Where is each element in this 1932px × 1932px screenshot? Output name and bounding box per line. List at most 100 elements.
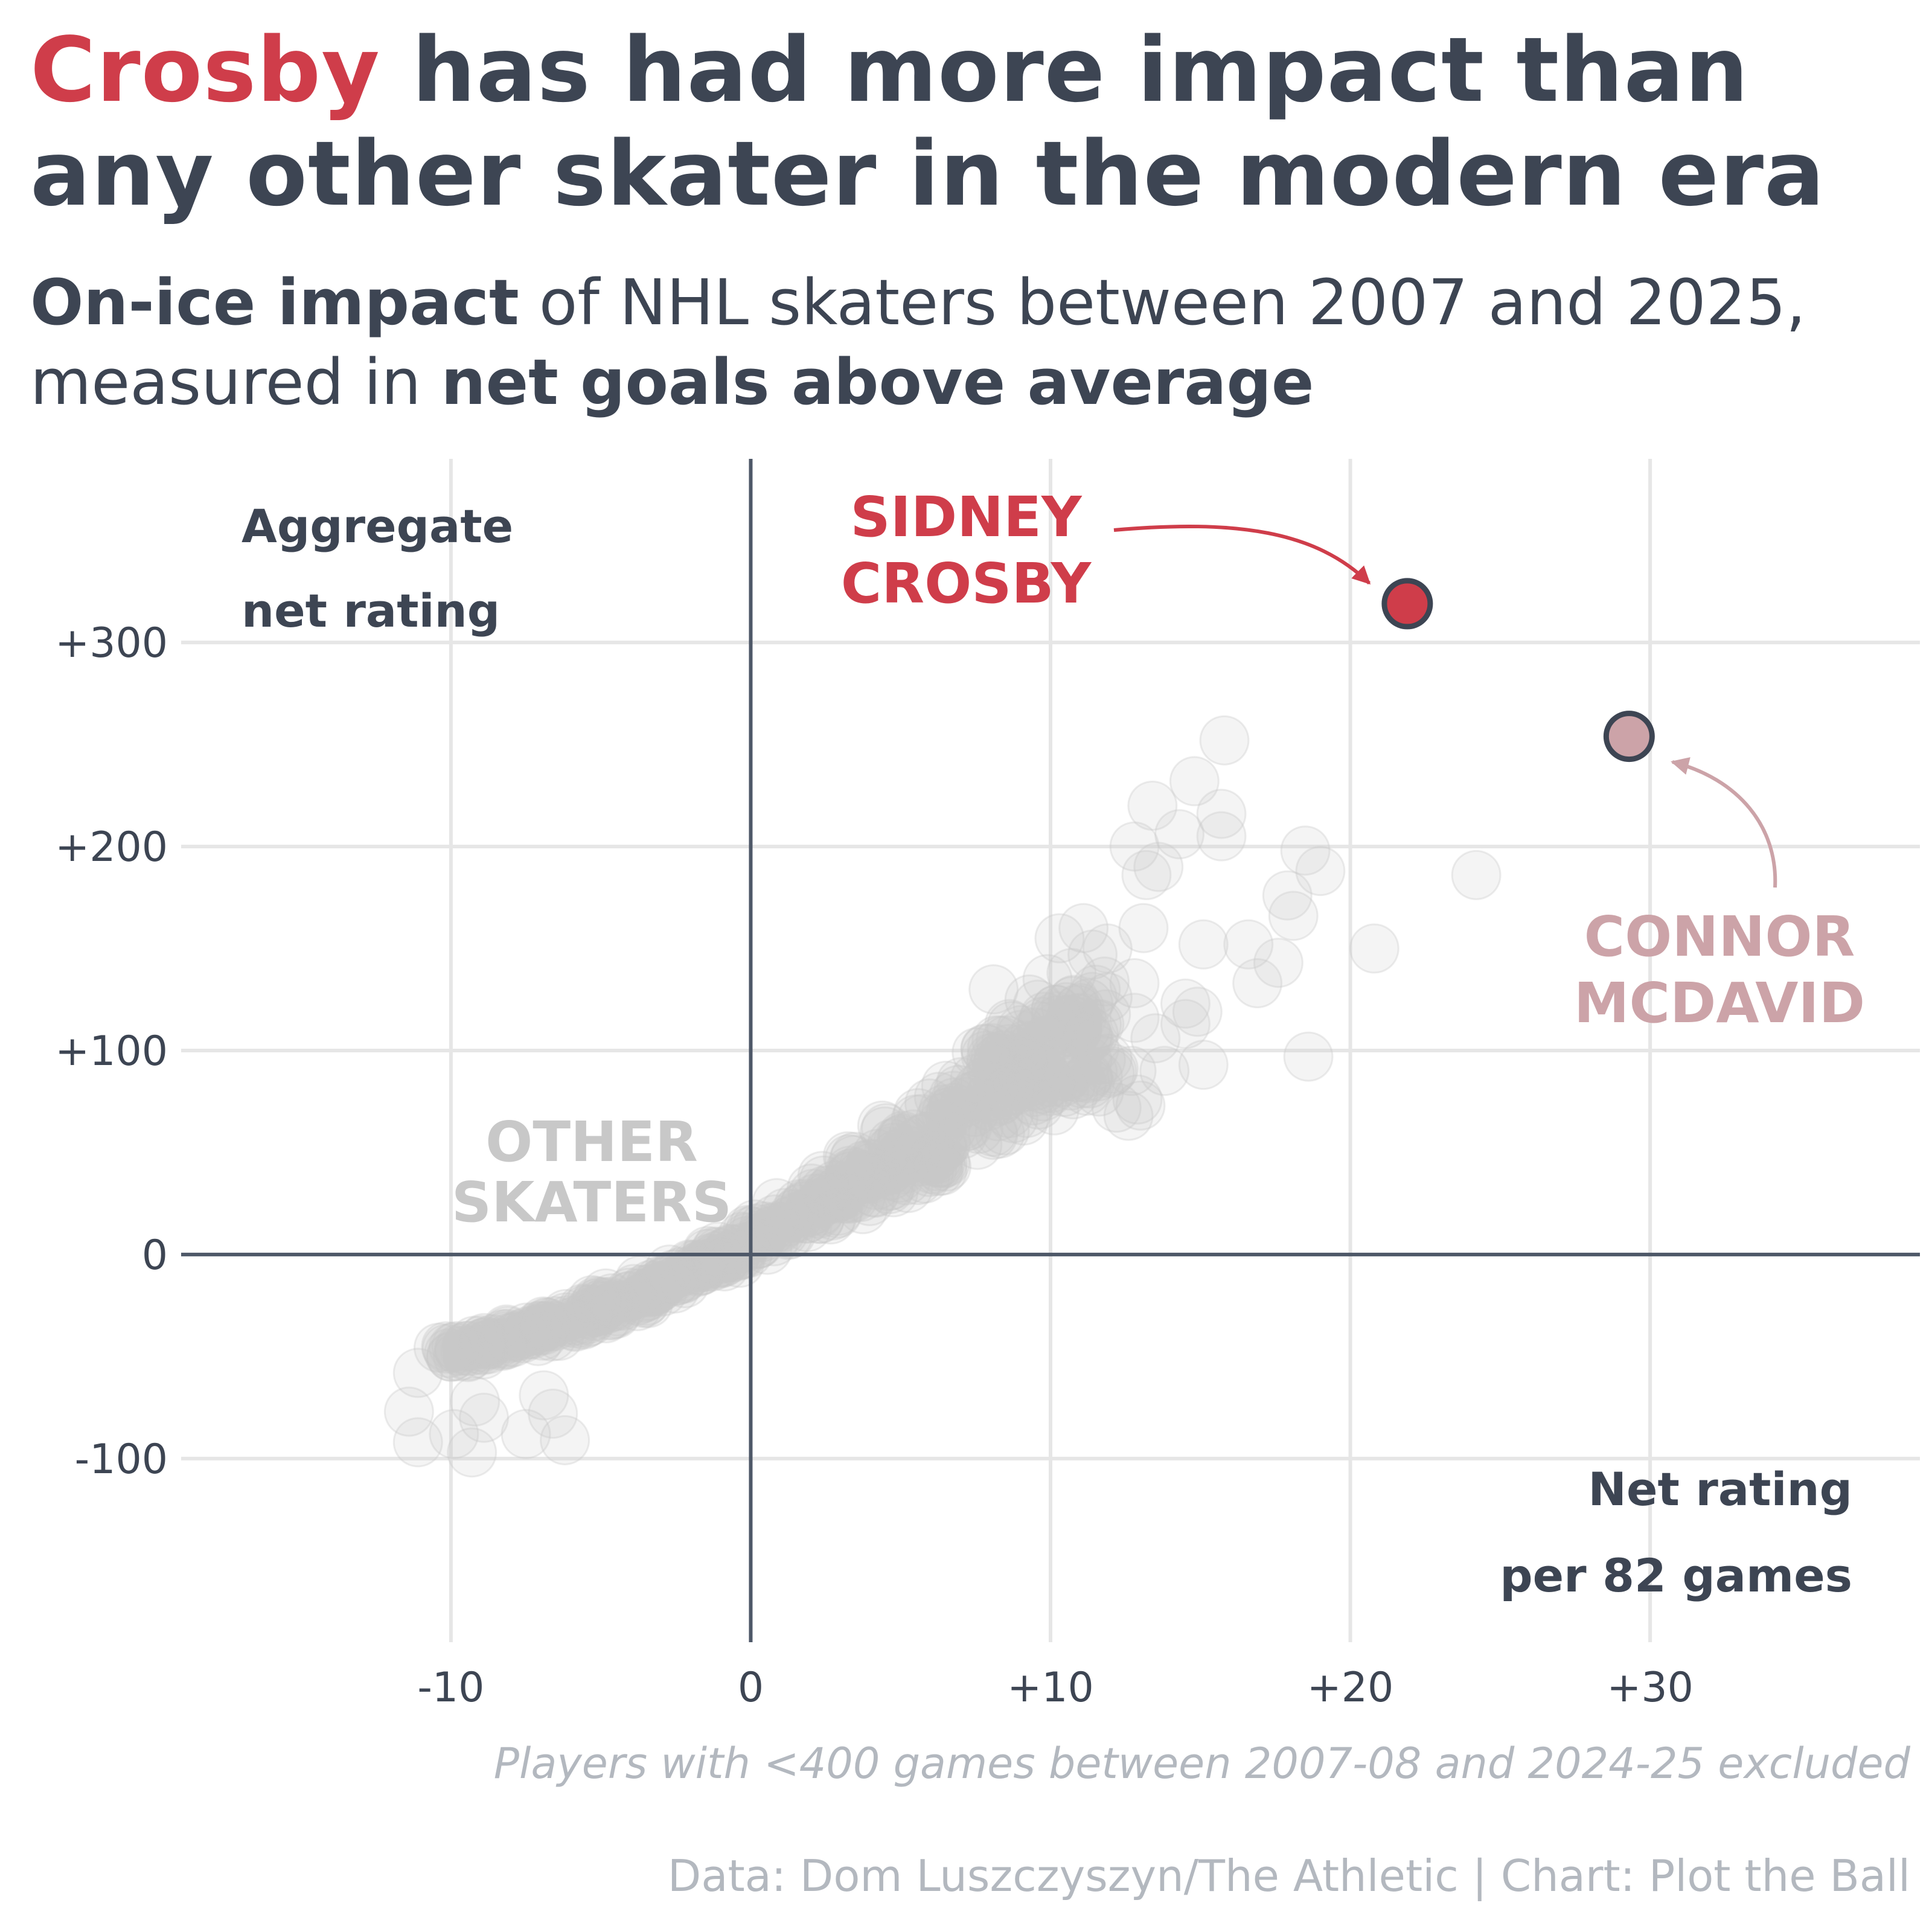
other-skater-point (973, 1033, 1024, 1084)
other-skater-point (830, 1131, 881, 1182)
other-skater-point (990, 1065, 1040, 1116)
other-skater-point (977, 1030, 1028, 1081)
other-skater-point (847, 1139, 898, 1190)
other-skater-point (1082, 923, 1133, 974)
other-skater-point (432, 1331, 483, 1382)
other-skater-point (697, 1233, 748, 1284)
other-skater-point (936, 1100, 987, 1151)
other-skater-point (693, 1221, 744, 1272)
other-skater-point (997, 1037, 1048, 1088)
other-skater-point (1026, 1063, 1077, 1113)
other-skater-point (383, 1386, 434, 1437)
gridlines (181, 459, 1920, 1642)
zero-axes (181, 459, 1920, 1642)
other-skater-point (513, 1306, 563, 1357)
subtitle-bold-1: On-ice impact (30, 266, 519, 339)
other-skater-point (1084, 1048, 1135, 1098)
other-skater-point (1025, 1066, 1075, 1116)
other-skater-point (598, 1280, 648, 1331)
other-skater-point (947, 1071, 997, 1122)
other-skater-point (1012, 1041, 1063, 1092)
other-skater-point (955, 1068, 1005, 1119)
other-skater-point (568, 1285, 619, 1335)
other-skater-point (530, 1296, 581, 1346)
other-skater-point (502, 1309, 553, 1360)
other-skater-point (629, 1265, 680, 1316)
other-skater-point (579, 1277, 630, 1328)
other-skater-point (589, 1279, 640, 1329)
other-skater-point (988, 1093, 1038, 1144)
other-skater-point (999, 1037, 1049, 1088)
other-skater-point (1109, 821, 1160, 872)
other-skater-point (949, 1087, 1000, 1137)
other-skater-point (1109, 958, 1160, 1008)
other-skater-point (659, 1258, 710, 1308)
other-skater-point (566, 1284, 616, 1334)
other-skater-point (813, 1186, 863, 1236)
x-tick-label: +10 (1007, 1664, 1094, 1712)
other-skater-point (625, 1259, 676, 1310)
other-skater-point (758, 1207, 809, 1258)
other-skater-point (1223, 919, 1274, 970)
other-skater-point (693, 1227, 743, 1278)
other-skater-point (1045, 994, 1096, 1045)
other-skater-point (586, 1273, 637, 1323)
other-skater-point (950, 1054, 1000, 1104)
other-skater-point (638, 1257, 688, 1308)
other-skater-point (685, 1233, 736, 1284)
other-skater-point (795, 1194, 845, 1244)
other-skater-point (1049, 1009, 1100, 1060)
other-skater-point (1051, 1039, 1102, 1090)
other-skater-point (677, 1239, 728, 1290)
others-label-line-2: SKATERS (452, 1170, 732, 1235)
mcdavid-label-line-1: CONNOR (1584, 904, 1855, 969)
other-skater-point (705, 1223, 756, 1274)
other-skater-point (618, 1264, 668, 1315)
other-skater-point (984, 999, 1035, 1049)
other-skater-point (421, 1321, 472, 1372)
other-skater-point (918, 1117, 968, 1168)
other-skater-point (1115, 1080, 1166, 1131)
other-skater-point (904, 1078, 955, 1129)
other-skater-point (744, 1203, 795, 1253)
other-skater-point (844, 1152, 895, 1203)
other-skater-point (909, 1131, 960, 1182)
other-skater-point (907, 1144, 958, 1195)
other-skater-point (584, 1276, 635, 1327)
crosby-label-line-1: SIDNEY (850, 485, 1083, 549)
other-skater-point (960, 1023, 1011, 1074)
other-skater-point (1001, 1061, 1052, 1112)
other-skater-point (632, 1260, 683, 1311)
other-skater-point (562, 1288, 613, 1339)
other-skater-point (782, 1202, 833, 1253)
other-skater-point (913, 1072, 964, 1122)
other-skater-point (772, 1192, 822, 1243)
other-skater-point (929, 1077, 979, 1128)
other-skater-point (482, 1306, 533, 1357)
other-skater-point (558, 1299, 609, 1350)
other-skater-point (522, 1297, 573, 1348)
other-skater-point (1052, 997, 1103, 1048)
other-skater-point (621, 1276, 671, 1326)
other-skater-point (763, 1209, 814, 1260)
other-skater-point (810, 1173, 860, 1224)
other-skater-point (1074, 999, 1125, 1049)
other-skater-point (1169, 756, 1220, 807)
other-skater-point (697, 1237, 747, 1288)
other-skater-point (1019, 991, 1070, 1042)
other-skater-point (641, 1256, 691, 1307)
other-skater-point (1016, 1050, 1067, 1101)
other-skater-point (431, 1321, 482, 1372)
other-skater-point (980, 1070, 1031, 1121)
other-skater-point (980, 1054, 1031, 1105)
title-rest: has had more impact than any other skate… (30, 18, 1825, 226)
other-skater-point (836, 1150, 887, 1200)
other-skater-point (1009, 1067, 1060, 1118)
other-skater-point (874, 1153, 924, 1203)
other-skater-point (865, 1150, 916, 1201)
other-skater-point (824, 1134, 875, 1185)
other-skater-point (996, 1009, 1046, 1060)
other-skater-point (603, 1271, 653, 1322)
other-skater-point (671, 1239, 721, 1290)
other-skater-point (974, 1108, 1025, 1159)
